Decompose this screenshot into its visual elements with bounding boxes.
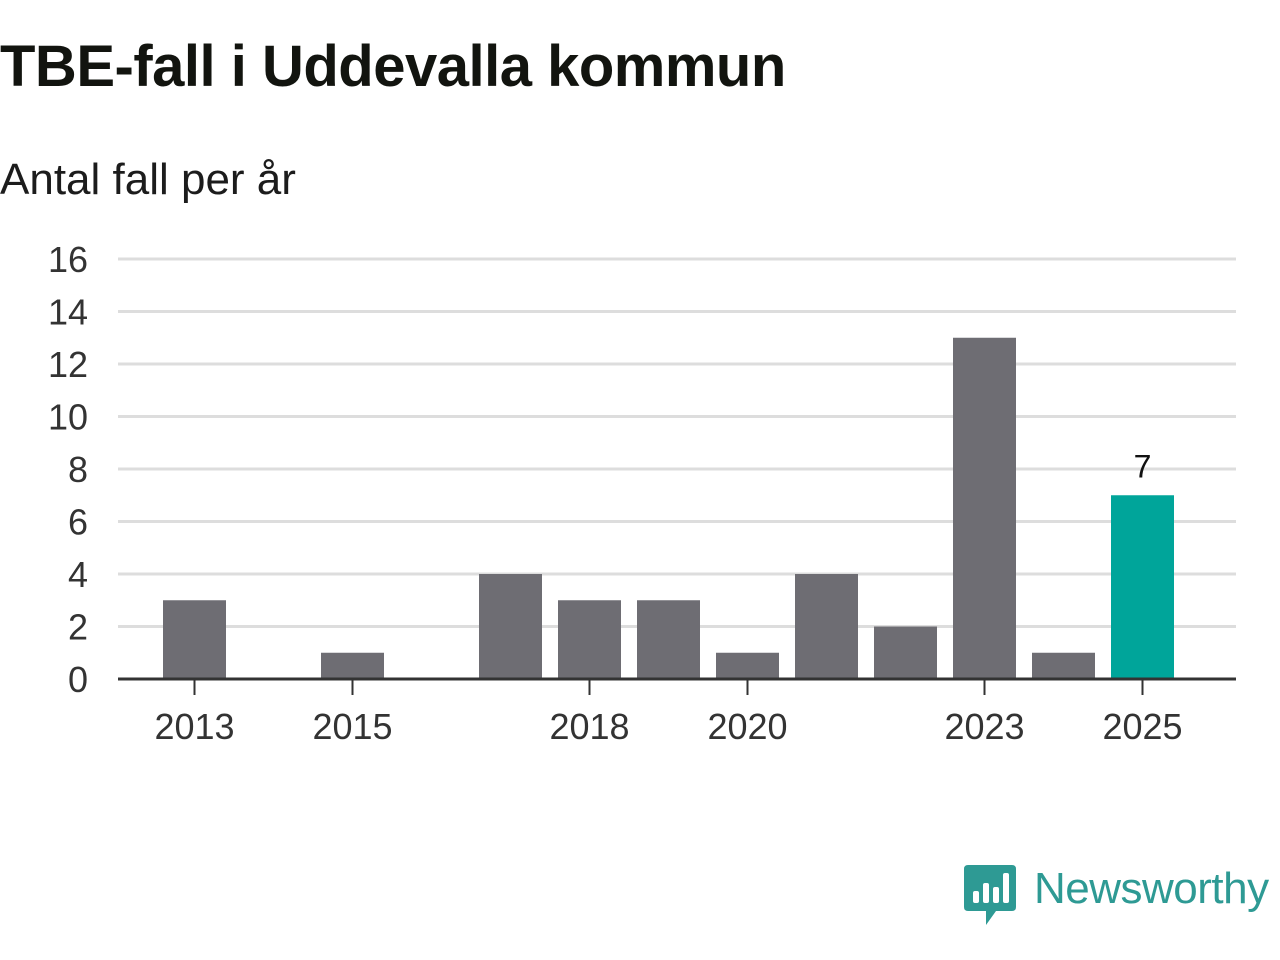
bar-2018 [558,600,621,679]
y-tick-label: 16 [48,239,88,280]
y-tick-label: 8 [68,449,88,490]
chart-title: TBE-fall i Uddevalla kommun [0,34,786,99]
x-tick-label: 2018 [549,706,629,747]
bar-2024 [1032,652,1095,679]
chart-subtitle: Antal fall per år [0,155,296,204]
y-tick-label: 4 [68,554,88,595]
x-tick-label: 2023 [944,706,1024,747]
data-label-2025: 7 [1134,448,1152,484]
y-axis-ticks: 0 2 4 6 8 10 12 14 16 [48,239,88,700]
newsworthy-logo-icon [964,865,1016,925]
bar-2025 [1111,495,1174,679]
bar-2013 [163,600,226,679]
x-tick-label: 2013 [154,706,234,747]
bar-2017 [479,574,542,679]
bar-2015 [321,652,384,679]
bar-2023 [953,337,1016,679]
bar-2021 [795,574,858,679]
y-tick-label: 0 [68,659,88,700]
x-axis-ticks: 2013 2015 2018 2020 2023 2025 [154,679,1183,747]
x-tick-label: 2020 [707,706,787,747]
y-tick-label: 6 [68,502,88,543]
x-tick-label: 2015 [312,706,392,747]
y-tick-label: 10 [48,397,88,438]
bar-2022 [874,626,937,679]
gridlines [118,257,1236,628]
data-labels: 7 [1134,448,1152,484]
y-tick-label: 12 [48,344,88,385]
bar-chart: 0 2 4 6 8 10 12 14 16 2013 2015 2018 2020 2023 2025 7 [48,239,1236,747]
x-tick-label: 2025 [1102,706,1182,747]
bar-2020 [716,652,779,679]
bars [163,337,1174,679]
newsworthy-brand: Newsworthy [964,865,1269,927]
y-tick-label: 2 [68,607,88,648]
y-tick-label: 14 [48,292,88,333]
bar-2019 [637,600,700,679]
brand-name: Newsworthy [1034,864,1269,913]
